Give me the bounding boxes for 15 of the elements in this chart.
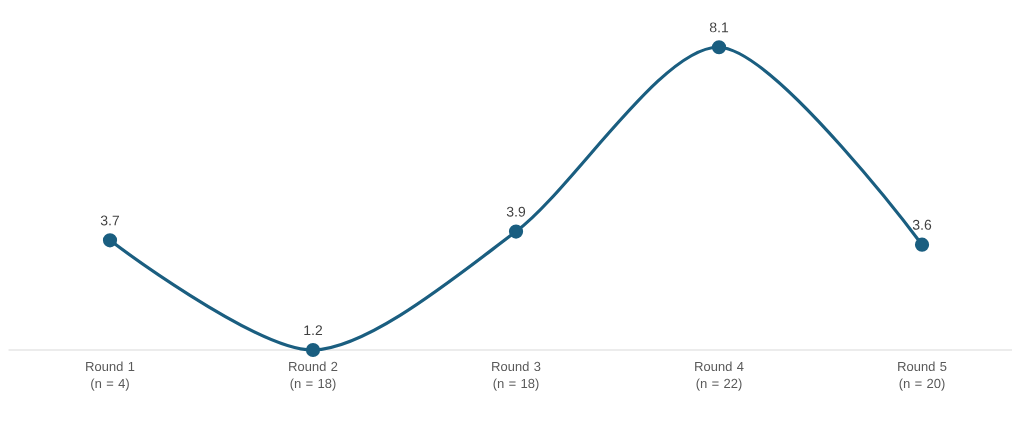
x-tick-label: Round 3 (n = 18): [492, 361, 541, 391]
point: [102, 233, 118, 248]
data-label: 3.9: [506, 206, 526, 217]
data-label: 8.1: [709, 22, 729, 33]
x-tick-label: Round 4 (n = 22): [695, 361, 744, 391]
x-tick-label: Round 2 (n = 18): [289, 361, 338, 391]
data-label: 1.2: [304, 325, 323, 336]
point: [508, 224, 524, 239]
point: [711, 40, 727, 55]
x-tick-label: Round 1 (n = 4): [86, 361, 135, 391]
x-tick-label: Round 5 (n = 20): [898, 361, 947, 391]
point: [914, 237, 930, 252]
point: [305, 342, 321, 358]
data-label: 3.7: [100, 215, 120, 226]
data-label: 3.6: [912, 219, 932, 230]
